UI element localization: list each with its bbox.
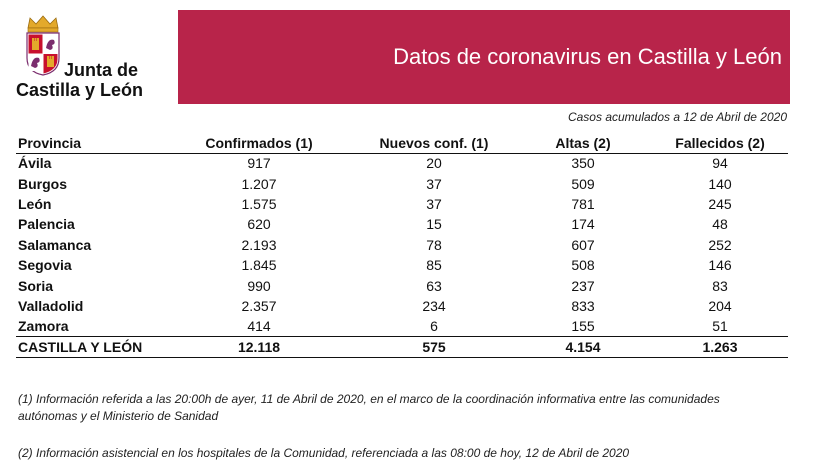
cell-altas: 174 [571, 216, 595, 233]
cell-altas: 607 [571, 236, 595, 253]
cell-fallecidos: 94 [712, 155, 728, 172]
table-total-row: CASTILLA Y LEÓN 12.118 575 4.154 1.263 [16, 336, 788, 359]
cell-confirmados: 1.207 [241, 175, 277, 192]
cell-nuevos: 37 [426, 195, 442, 212]
cell-nuevos: 20 [426, 155, 442, 172]
header-altas: Altas (2) [514, 133, 652, 154]
cell-fallecidos: 48 [712, 216, 728, 233]
table-row: Segovia 1.845 85 508 146 [16, 255, 788, 275]
cell-nuevos: 6 [430, 318, 438, 335]
cell-confirmados: 2.193 [241, 236, 277, 253]
total-label: CASTILLA Y LEÓN [16, 336, 164, 359]
table-row: Burgos 1.207 37 509 140 [16, 173, 788, 193]
cell-fallecidos: 245 [708, 195, 732, 212]
footnote-2: (2) Información asistencial en los hospi… [18, 446, 630, 460]
cell-fallecidos: 140 [708, 175, 732, 192]
cell-confirmados: 414 [247, 318, 271, 335]
cell-nuevos: 37 [426, 175, 442, 192]
cell-provincia: Salamanca [18, 236, 92, 253]
cell-altas: 237 [571, 277, 595, 294]
table-row: León 1.575 37 781 245 [16, 194, 788, 214]
header-provincia: Provincia [16, 133, 164, 154]
cell-provincia: Soria [18, 277, 54, 294]
header-nuevos: Nuevos conf. (1) [354, 133, 514, 154]
cell-confirmados: 620 [247, 216, 271, 233]
table-header-row: Provincia Confirmados (1) Nuevos conf. (… [16, 133, 788, 154]
cell-provincia: Ávila [18, 155, 52, 172]
cell-altas: 508 [571, 257, 595, 274]
header-fallecidos: Fallecidos (2) [652, 133, 788, 154]
cell-altas: 833 [571, 297, 595, 314]
table-row: Zamora 414 6 155 51 [16, 316, 788, 336]
footnote-1: (1) Información referida a las 20:00h de… [18, 392, 720, 423]
cell-nuevos: 234 [422, 297, 446, 314]
cell-confirmados: 917 [247, 155, 271, 172]
total-nuevos: 575 [354, 336, 514, 359]
cell-provincia: Burgos [18, 175, 67, 192]
table-row: Salamanca 2.193 78 607 252 [16, 235, 788, 255]
cell-provincia: Segovia [18, 257, 72, 274]
page-title: Datos de coronavirus en Castilla y León [393, 44, 782, 69]
total-fallecidos: 1.263 [652, 336, 788, 359]
cell-confirmados: 990 [247, 277, 271, 294]
cell-fallecidos: 51 [712, 318, 728, 335]
date-subtitle: Casos acumulados a 12 de Abril de 2020 [567, 110, 787, 124]
logo-text-line2: Castilla y León [16, 80, 144, 100]
cell-altas: 509 [571, 175, 595, 192]
cell-nuevos: 78 [426, 236, 442, 253]
table-row: Ávila 917 20 350 94 [16, 153, 788, 173]
cell-fallecidos: 204 [708, 297, 732, 314]
title-banner: Datos de coronavirus en Castilla y León [178, 10, 790, 104]
cases-table: Provincia Confirmados (1) Nuevos conf. (… [16, 133, 788, 359]
table-row: Soria 990 63 237 83 [16, 275, 788, 295]
cell-nuevos: 85 [426, 257, 442, 274]
cell-fallecidos: 83 [712, 277, 728, 294]
coat-of-arms-icon [26, 15, 60, 76]
cell-nuevos: 15 [426, 216, 442, 233]
cell-altas: 350 [571, 155, 595, 172]
cell-altas: 781 [571, 195, 595, 212]
cell-provincia: Zamora [18, 318, 69, 335]
cell-confirmados: 1.575 [241, 195, 277, 212]
table-row: Valladolid 2.357 234 833 204 [16, 296, 788, 316]
total-altas: 4.154 [514, 336, 652, 359]
cell-provincia: León [18, 195, 52, 212]
cell-fallecidos: 146 [708, 257, 732, 274]
cell-confirmados: 2.357 [241, 297, 277, 314]
cell-provincia: Valladolid [18, 297, 84, 314]
total-confirmados: 12.118 [164, 336, 354, 359]
header-confirmados: Confirmados (1) [164, 133, 354, 154]
junta-logo: Junta de Castilla y León [14, 14, 164, 104]
cell-fallecidos: 252 [708, 236, 732, 253]
cell-confirmados: 1.845 [241, 257, 277, 274]
cell-nuevos: 63 [426, 277, 442, 294]
cell-altas: 155 [571, 318, 595, 335]
cell-provincia: Palencia [18, 216, 75, 233]
logo-text-line1: Junta de [64, 60, 139, 80]
table-row: Palencia 620 15 174 48 [16, 214, 788, 234]
